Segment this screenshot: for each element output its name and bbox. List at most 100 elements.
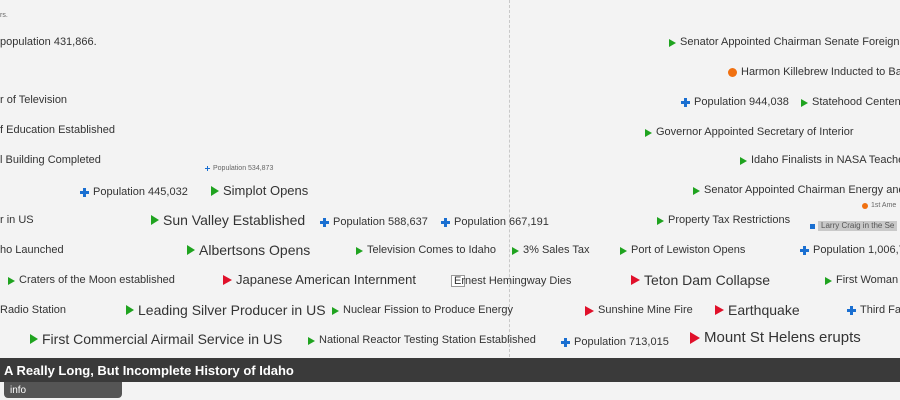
timeline-event[interactable]: Port of Lewiston Opens: [620, 245, 745, 256]
green-triangle-icon: [187, 245, 195, 255]
timeline-event[interactable]: Property Tax Restrictions: [657, 215, 790, 226]
event-label: Sunshine Mine Fire: [598, 304, 693, 316]
event-label: Ernest Hemingway Dies: [454, 274, 572, 287]
timeline-event[interactable]: Statehood Centen: [801, 97, 900, 108]
event-label: Population 667,191: [454, 216, 549, 228]
timeline-event[interactable]: 1st Ame: [862, 202, 896, 209]
timeline-event[interactable]: National Reactor Testing Station Establi…: [308, 335, 536, 346]
timeline-event[interactable]: Governor Appointed Secretary of Interior: [645, 127, 854, 138]
timeline-event[interactable]: Population 588,637: [320, 217, 428, 228]
plus-icon: [847, 306, 856, 315]
timeline-event[interactable]: Craters of the Moon established: [8, 275, 175, 286]
event-label: Earthquake: [728, 302, 800, 318]
event-label: Mount St Helens erupts: [704, 329, 861, 346]
timeline-event[interactable]: Population 534,873: [205, 165, 273, 172]
green-triangle-icon: [151, 215, 159, 225]
timeline-event[interactable]: Japanese American Internment: [223, 273, 416, 286]
green-triangle-icon: [657, 216, 664, 225]
plus-icon: [561, 338, 570, 347]
timeline-event[interactable]: Earthquake: [715, 303, 800, 317]
event-label: Sun Valley Established: [163, 212, 306, 228]
timeline-event[interactable]: Radio Station: [0, 305, 66, 316]
timeline-event[interactable]: Senator Appointed Chairman Senate Foreig…: [669, 37, 900, 48]
timeline-event[interactable]: Population 445,032: [80, 187, 188, 198]
event-label: Senator Appointed Chairman Senate Foreig…: [680, 36, 900, 48]
timeline-event[interactable]: Nuclear Fission to Produce Energy: [332, 305, 513, 316]
plus-icon: [800, 246, 809, 255]
blue-square-icon: [810, 223, 815, 229]
green-triangle-icon: [740, 156, 747, 165]
info-tab[interactable]: info: [4, 382, 122, 398]
plus-icon: [205, 166, 210, 171]
event-label: Leading Silver Producer in US: [138, 302, 326, 318]
event-label: First Commercial Airmail Service in US: [42, 331, 283, 347]
event-label: Third Fa: [860, 304, 900, 316]
timeline-event[interactable]: population 431,866.: [0, 37, 97, 48]
plus-icon: [681, 98, 690, 107]
event-label: Albertsons Opens: [199, 242, 311, 258]
plus-icon: [80, 188, 89, 197]
timeline-area[interactable]: rs. population 431,866. r of Television …: [0, 0, 900, 357]
green-triangle-icon: [620, 246, 627, 255]
green-triangle-icon: [30, 334, 38, 344]
timeline-event[interactable]: Population 713,015: [561, 337, 669, 348]
timeline-event[interactable]: Idaho Finalists in NASA Teache: [740, 155, 900, 166]
timeline-event[interactable]: rs.: [0, 12, 8, 19]
red-triangle-icon: [631, 275, 640, 285]
green-triangle-icon: [693, 186, 700, 195]
timeline-event[interactable]: First Commercial Airmail Service in US: [30, 332, 282, 346]
green-triangle-icon: [8, 276, 15, 285]
timeline-event[interactable]: Harmon Killebrew Inducted to Bas: [728, 67, 900, 78]
event-label: r in US: [0, 214, 34, 226]
event-label: r of Television: [0, 94, 68, 106]
page-title: A Really Long, But Incomplete History of…: [4, 363, 294, 378]
event-label: Population 534,873: [213, 165, 274, 172]
timeline-event[interactable]: 3% Sales Tax: [512, 245, 589, 256]
event-label: population 431,866.: [0, 36, 97, 48]
timeline-event[interactable]: Sun Valley Established: [151, 213, 305, 227]
event-label: Idaho Finalists in NASA Teache: [751, 154, 900, 166]
event-label: Larry Craig in the Se: [818, 221, 898, 231]
red-triangle-icon: [690, 331, 700, 344]
timeline-event[interactable]: ho Launched: [0, 245, 64, 256]
timeline-event[interactable]: Simplot Opens: [211, 184, 308, 197]
orange-dot-icon: [862, 202, 868, 209]
red-triangle-icon: [223, 274, 232, 285]
green-triangle-icon: [332, 306, 339, 315]
event-label: ho Launched: [0, 244, 64, 256]
timeline-event[interactable]: r of Television: [0, 95, 67, 106]
timeline-event[interactable]: f Education Established: [0, 125, 115, 136]
timeline-event[interactable]: Larry Craig in the Se: [810, 221, 898, 231]
timeline-event[interactable]: r in US: [0, 215, 34, 226]
center-divider: [509, 0, 510, 357]
timeline-event[interactable]: Leading Silver Producer in US: [126, 303, 326, 317]
orange-dot-icon: [728, 68, 737, 77]
event-label: Simplot Opens: [223, 183, 309, 198]
red-triangle-icon: [715, 305, 724, 315]
timeline-event[interactable]: Mount St Helens erupts: [690, 330, 861, 345]
green-triangle-icon: [825, 276, 832, 285]
event-label: Nuclear Fission to Produce Energy: [343, 304, 513, 316]
timeline-event[interactable]: Population 1,006,7: [800, 245, 900, 256]
timeline-event[interactable]: Senator Appointed Chairman Energy and: [693, 185, 900, 196]
image-icon: [451, 275, 465, 287]
timeline-event[interactable]: Sunshine Mine Fire: [585, 305, 693, 316]
timeline-event[interactable]: Population 944,038: [681, 97, 789, 108]
timeline-event[interactable]: Ernest Hemingway Dies: [451, 275, 571, 287]
timeline-event[interactable]: Third Fa: [847, 305, 900, 316]
event-label: Television Comes to Idaho: [367, 244, 497, 256]
timeline-event[interactable]: Television Comes to Idaho: [356, 245, 496, 256]
timeline-event[interactable]: Albertsons Opens: [187, 243, 310, 257]
event-label: Population 944,038: [694, 96, 789, 108]
plus-icon: [441, 218, 450, 227]
event-label: Population 713,015: [574, 336, 669, 348]
event-label: Property Tax Restrictions: [668, 214, 791, 226]
timeline-event[interactable]: Teton Dam Collapse: [631, 273, 770, 287]
event-label: Harmon Killebrew Inducted to Bas: [741, 66, 900, 78]
timeline-event[interactable]: First Woman: [825, 275, 898, 286]
event-label: Teton Dam Collapse: [644, 272, 771, 288]
event-label: Radio Station: [0, 304, 67, 316]
timeline-event[interactable]: Population 667,191: [441, 217, 549, 228]
timeline-event[interactable]: l Building Completed: [0, 155, 101, 166]
event-label: Japanese American Internment: [236, 272, 416, 287]
